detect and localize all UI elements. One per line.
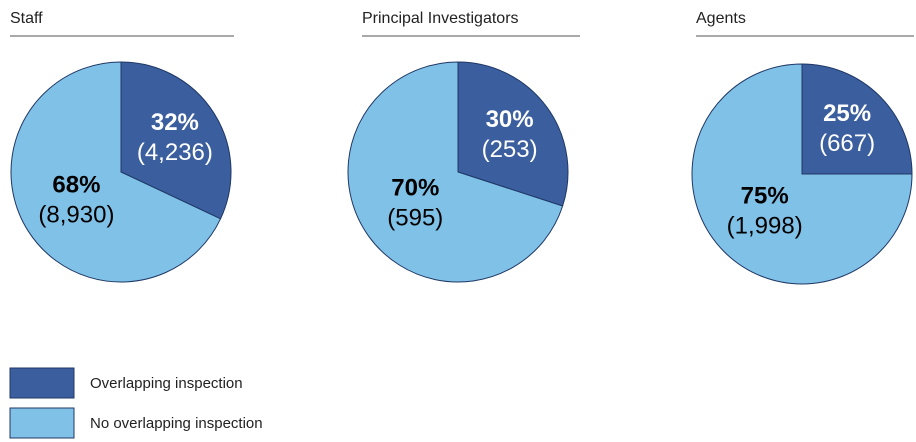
pie-slice bbox=[10, 61, 222, 283]
count-label: (8,930) bbox=[38, 202, 114, 229]
count-label: (595) bbox=[387, 204, 443, 231]
count-label: (1,998) bbox=[727, 213, 803, 240]
percent-label: 68% bbox=[52, 172, 100, 199]
count-label: (253) bbox=[482, 136, 538, 163]
legend-swatch bbox=[9, 367, 75, 399]
count-label: (667) bbox=[819, 130, 875, 157]
percent-label: 30% bbox=[486, 106, 534, 133]
pie-slice bbox=[801, 63, 913, 175]
pie-slice bbox=[120, 61, 232, 220]
percent-label: 75% bbox=[741, 183, 789, 210]
chart-title: Agents bbox=[696, 10, 746, 27]
pie-slice bbox=[457, 61, 569, 207]
chart-title: Staff bbox=[10, 10, 43, 27]
pie-slice bbox=[691, 63, 913, 285]
percent-label: 25% bbox=[823, 100, 871, 127]
percent-label: 70% bbox=[391, 174, 439, 201]
legend-swatch bbox=[9, 407, 75, 439]
count-label: (4,236) bbox=[137, 139, 213, 166]
legend-label: No overlapping inspection bbox=[90, 415, 263, 432]
legend-label: Overlapping inspection bbox=[90, 375, 243, 392]
pie-slice bbox=[347, 61, 564, 283]
percent-label: 32% bbox=[151, 109, 199, 136]
chart-title: Principal Investigators bbox=[362, 10, 519, 27]
